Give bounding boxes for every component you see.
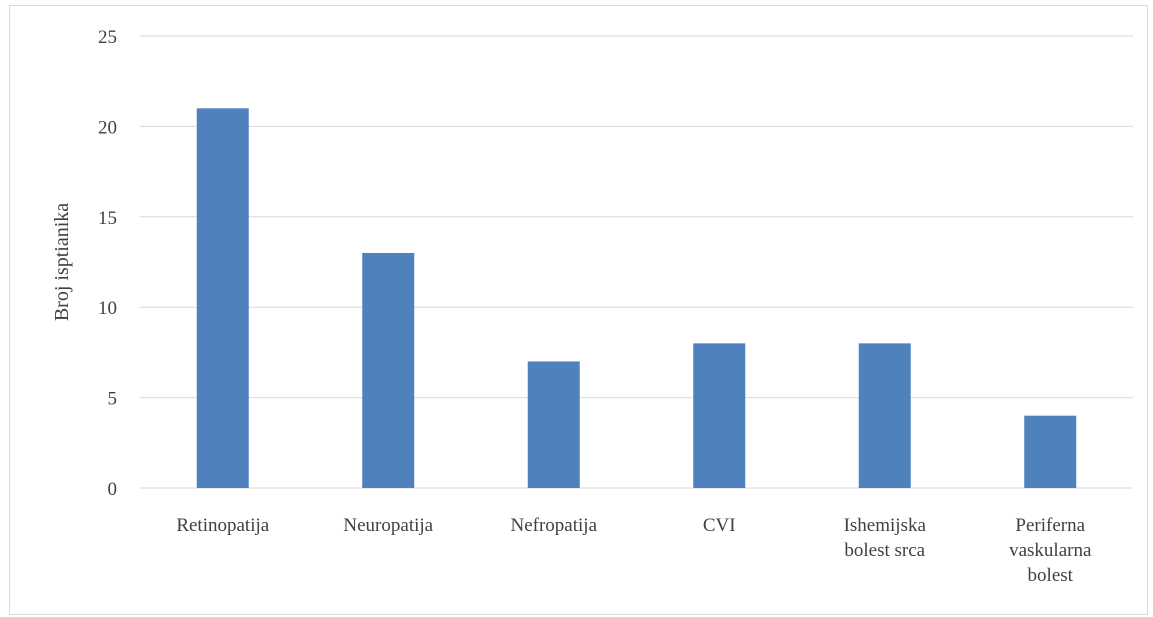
y-tick-label: 20 [98, 117, 117, 138]
bars [196, 108, 1077, 488]
x-category-label: bolest srca [844, 540, 925, 561]
x-category-label: bolest [1028, 565, 1074, 586]
x-category-label: Nefropatija [510, 515, 597, 536]
bar [858, 343, 911, 488]
y-axis-title: Broj isptianika [51, 203, 73, 321]
x-category-label: vaskularna [1009, 540, 1092, 561]
y-tick-label: 0 [108, 479, 118, 500]
bar [362, 252, 415, 488]
bar [196, 108, 249, 488]
y-tick-label: 10 [98, 298, 117, 319]
y-tick-label: 5 [108, 389, 118, 410]
y-axis-ticks: 0 5 10 15 20 25 [98, 27, 117, 500]
y-tick-label: 15 [98, 208, 117, 229]
x-category-label: Neuropatija [343, 515, 433, 536]
bar [527, 361, 580, 488]
x-axis-categories: Retinopatija Neuropatija Nefropatija CVI Ish… [176, 515, 1092, 586]
y-tick-label: 25 [98, 27, 117, 48]
bar [1024, 415, 1077, 488]
gridlines [140, 35, 1133, 489]
bar [693, 343, 746, 488]
x-category-label: Retinopatija [176, 515, 269, 536]
x-category-label: Periferna [1015, 515, 1085, 536]
x-category-label: CVI [703, 515, 736, 536]
x-category-label: Ishemijska [844, 515, 927, 536]
